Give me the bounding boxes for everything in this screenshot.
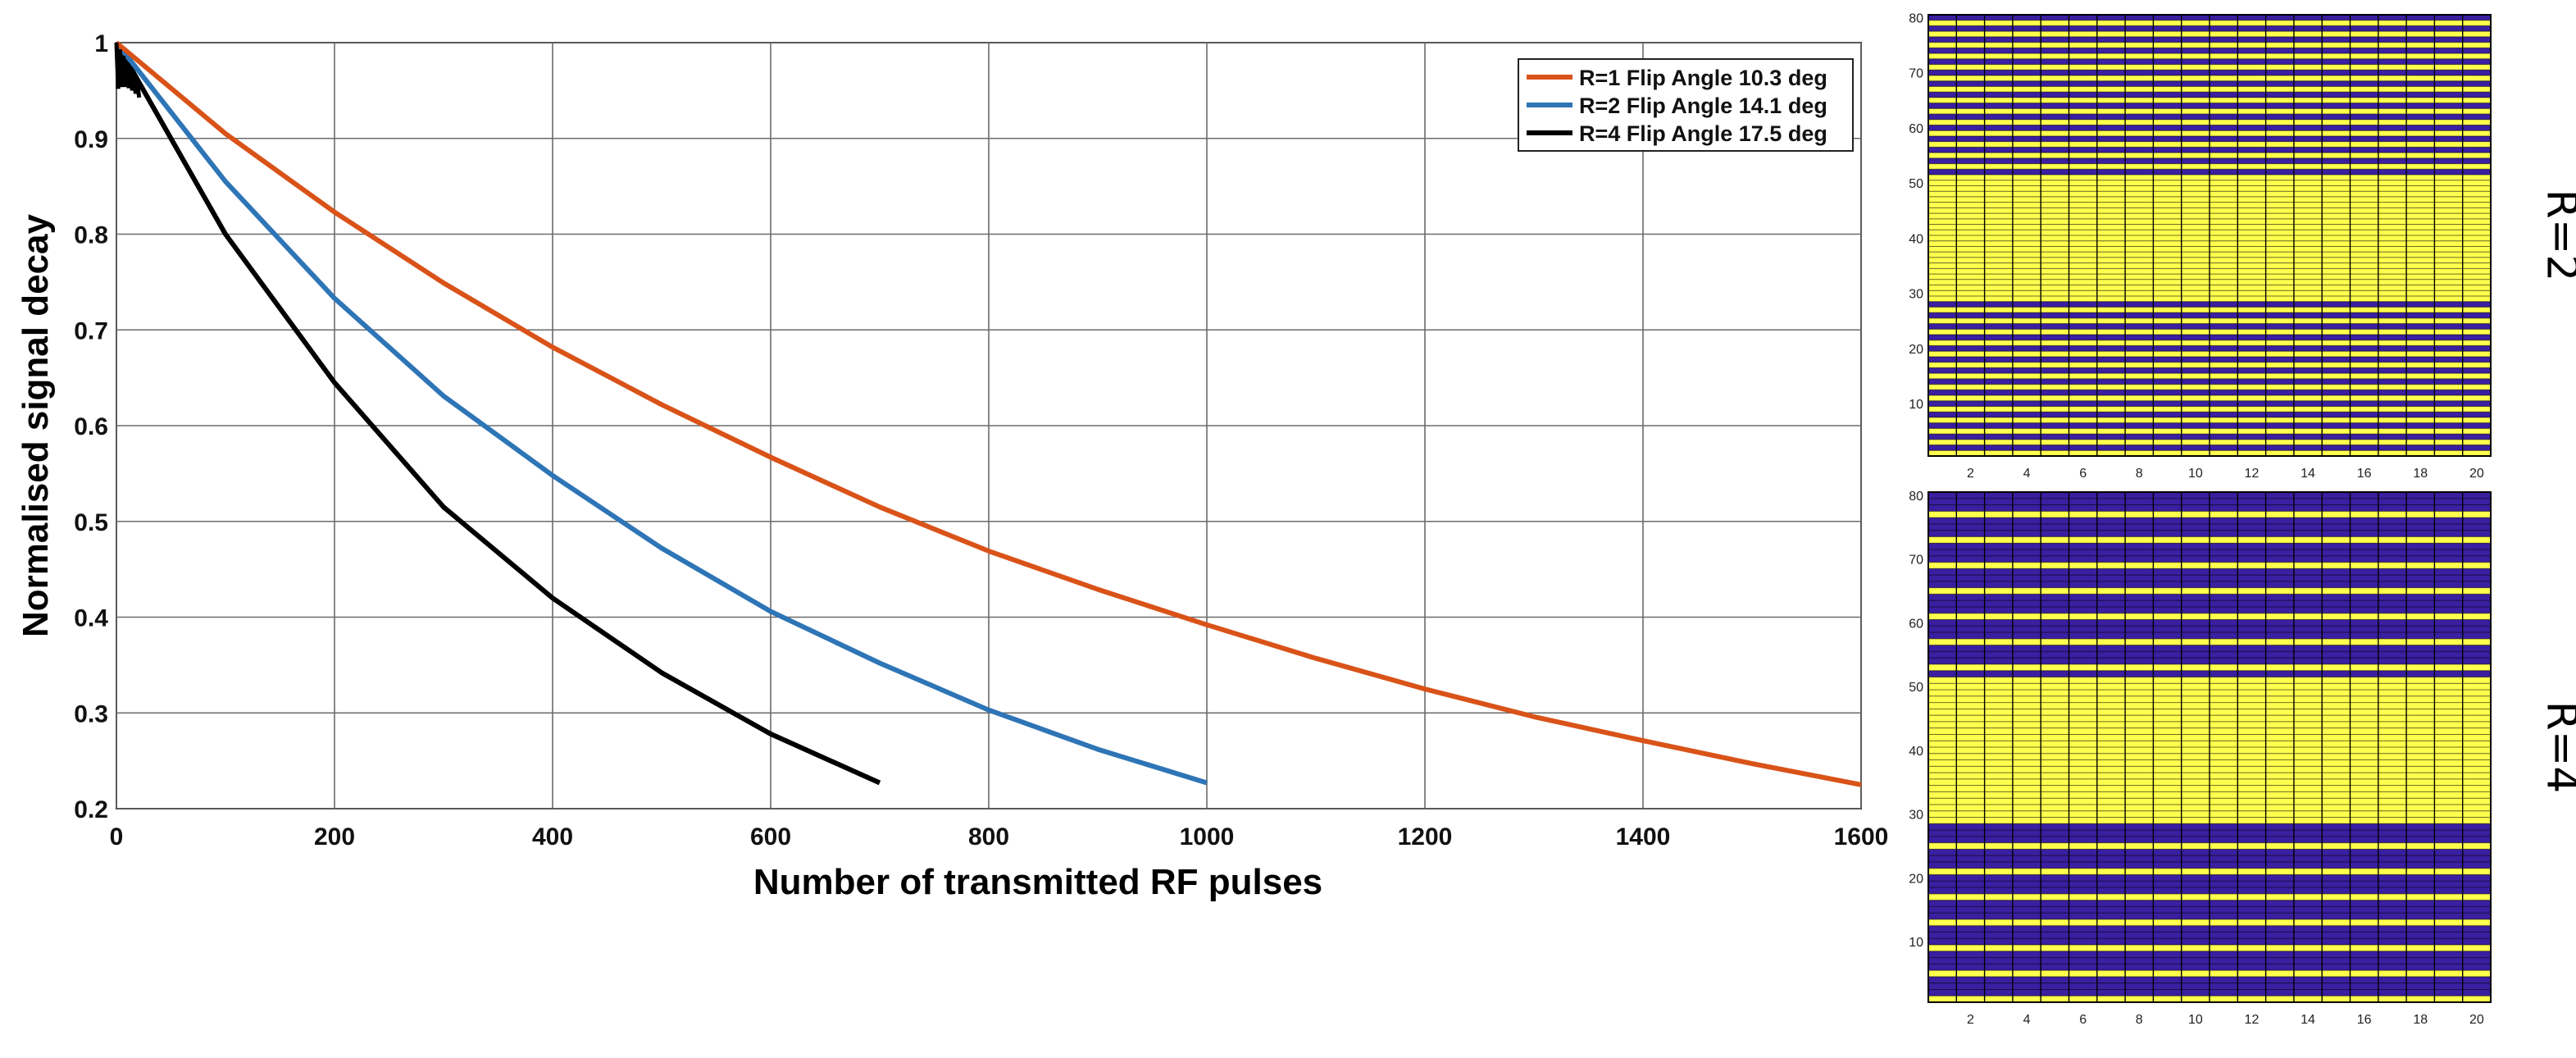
grid	[116, 42, 1862, 809]
heatmap-y-tick-label: 40	[1909, 745, 1923, 759]
heatmap-x-tick-label: 8	[2136, 467, 2143, 481]
heatmap-y-tick-label: 20	[1909, 343, 1923, 357]
decay-line-chart: 0 200 400 600 800 1000 1200 1400 1600 0.20.30.40…	[16, 30, 1888, 902]
x-tick-label: 1000	[1180, 823, 1235, 851]
sampling-mask-r4: 2 4 6 8 10 12 14 16 18 20 10 20 30 40 50 60 70 80	[1909, 490, 2492, 1027]
x-tick-label: 1600	[1834, 823, 1889, 851]
x-tick-label: 400	[532, 823, 573, 851]
legend: R=1 Flip Angle 10.3 deg R=2 Flip Angle 14…	[1518, 58, 1854, 152]
heatmap-x-tick-label: 20	[2469, 467, 2484, 481]
x-tick-label: 600	[750, 823, 791, 851]
legend-label: R=2 Flip Angle 14.1 deg	[1579, 93, 1827, 118]
sampling-mask-r2: 2 4 6 8 10 12 14 16 18 20 10 20 30 40 50 60 70 80	[1909, 11, 2492, 481]
x-tick-label: 1200	[1398, 823, 1453, 851]
heatmap-y-tick-label: 30	[1909, 288, 1923, 302]
heatmap-y-tick-label: 10	[1909, 936, 1923, 950]
heatmap-x-tick-label: 2	[1967, 467, 1974, 481]
heatmap-y-tick-label: 20	[1909, 872, 1923, 886]
series-line-3	[114, 41, 881, 786]
y-axis-label: Normalised signal decay	[16, 213, 56, 637]
heatmap-y-tick-label: 30	[1909, 809, 1923, 823]
x-axis-label: Number of transmitted RF pulses	[753, 862, 1322, 902]
heatmap-label-r4: R=4	[2537, 700, 2576, 794]
heatmap-x-tick-label: 4	[2023, 1013, 2031, 1027]
heatmap-x-tick-label: 4	[2023, 467, 2031, 481]
heatmap-x-tick-label: 2	[1967, 1013, 1974, 1027]
heatmap-y-tick-label: 50	[1909, 681, 1923, 695]
heatmap-x-tick-label: 6	[2079, 467, 2087, 481]
y-ticks: 0.2 0.3 0.4 0.5 0.6 0.7 0.8 0.9 1	[74, 30, 108, 823]
legend-label: R=4 Flip Angle 17.5 deg	[1579, 121, 1827, 146]
x-tick-label: 200	[314, 823, 355, 851]
heatmap-y-tick-label: 80	[1909, 11, 1923, 25]
x-tick-label: 800	[968, 823, 1009, 851]
series-group	[114, 40, 1862, 787]
y-tick-label: 0.6	[74, 413, 108, 440]
x-tick-label: 1400	[1616, 823, 1671, 851]
heatmap-y-tick-label: 50	[1909, 177, 1923, 191]
heatmap-frame	[1927, 14, 2492, 457]
heatmap-x-tick-label: 14	[2301, 1013, 2315, 1027]
heatmap-x-tick-label: 14	[2301, 467, 2315, 481]
y-tick-label: 0.8	[74, 222, 108, 249]
heatmap-x-tick-label: 16	[2357, 467, 2372, 481]
heatmap-x-tick-label: 18	[2413, 467, 2428, 481]
heatmap-x-tick-label: 18	[2413, 1013, 2428, 1027]
heatmap-y-tick-label: 70	[1909, 554, 1923, 568]
heatmap-x-tick-label: 12	[2245, 467, 2260, 481]
heatmap-y-tick-label: 10	[1909, 398, 1923, 412]
heatmap-x-tick-label: 10	[2188, 1013, 2203, 1027]
y-tick-label: 1	[94, 30, 108, 57]
heatmap-label-r2: R=2	[2537, 189, 2576, 282]
heatmap-x-tick-label: 16	[2357, 1013, 2372, 1027]
legend-box	[1518, 58, 1854, 152]
heatmap-y-tick-label: 80	[1909, 490, 1923, 504]
y-tick-label: 0.9	[74, 126, 108, 153]
series-line-2	[114, 41, 1208, 786]
heatmap-y-tick-label: 60	[1909, 617, 1923, 631]
heatmap-x-tick-label: 12	[2245, 1013, 2260, 1027]
heatmap-x-tick-label: 8	[2136, 1013, 2143, 1027]
series-line-1	[115, 40, 1862, 787]
y-tick-label: 0.4	[74, 605, 108, 632]
heatmap-y-tick-label: 60	[1909, 122, 1923, 136]
y-tick-label: 0.7	[74, 317, 108, 344]
x-tick-label: 0	[110, 823, 124, 851]
legend-label: R=1 Flip Angle 10.3 deg	[1579, 66, 1827, 90]
y-tick-label: 0.2	[74, 796, 108, 823]
heatmap-x-tick-label: 10	[2188, 467, 2203, 481]
x-ticks: 0 200 400 600 800 1000 1200 1400 1600	[110, 823, 1889, 851]
heatmap-y-tick-label: 70	[1909, 67, 1923, 81]
heatmap-x-tick-label: 20	[2469, 1013, 2484, 1027]
series-transient-oscillation	[114, 42, 142, 98]
heatmap-x-tick-label: 6	[2079, 1013, 2087, 1027]
heatmap-frame	[1927, 491, 2492, 1003]
y-tick-label: 0.5	[74, 509, 108, 536]
y-tick-label: 0.3	[74, 700, 108, 727]
heatmap-y-tick-label: 40	[1909, 232, 1923, 246]
